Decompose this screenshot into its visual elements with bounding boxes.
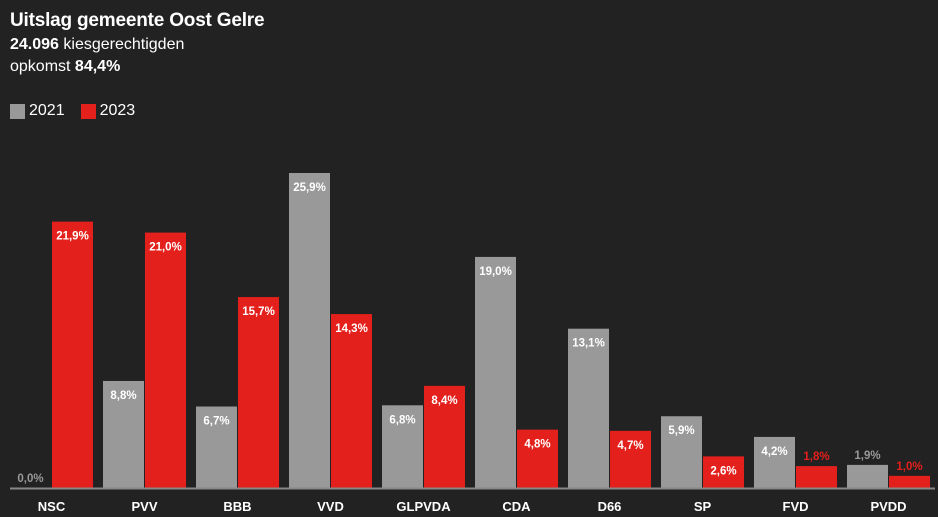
bar-2023-glpvda	[424, 385, 465, 488]
bar-2023-nsc	[52, 221, 93, 488]
category-label-sp: SP	[694, 499, 712, 514]
bar-2021-glpvda	[382, 405, 423, 488]
voters-value: 24.096	[10, 36, 59, 53]
bar-2021-cda	[475, 256, 516, 488]
bar-group-sp: 5,9% 2,6% SP	[661, 416, 744, 514]
category-label-bbb: BBB	[223, 499, 251, 514]
turnout-label: opkomst	[10, 58, 71, 75]
bar-2023-pvdd	[889, 475, 930, 488]
bar-2023-pvv	[145, 232, 186, 488]
data-label-2023-pvdd: 1,0%	[896, 461, 922, 473]
bar-2021-sp	[661, 416, 702, 488]
data-label-2021-glpvda: 6,8%	[389, 414, 415, 426]
bar-group-cda: 19,0% 4,8% CDA	[475, 256, 558, 514]
category-label-pvv: PVV	[131, 499, 157, 514]
legend-item-2021: 2021	[10, 102, 65, 120]
bar-2021-pvdd	[847, 464, 888, 488]
data-label-2023-vvd: 14,3%	[335, 323, 368, 335]
bar-2021-pvv	[103, 380, 144, 488]
turnout-value: 84,4%	[74, 58, 121, 75]
turnout-line: opkomst 84,4%	[10, 56, 264, 78]
bar-group-fvd: 4,2% 1,8% FVD	[754, 436, 837, 514]
bar-group-vvd: 25,9% 14,3% VVD	[289, 173, 372, 514]
bar-2023-bbb	[238, 297, 279, 488]
data-label-2021-fvd: 4,2%	[761, 446, 787, 458]
category-label-d66: D66	[598, 499, 622, 514]
bar-2023-vvd	[331, 314, 372, 488]
data-label-2023-sp: 2,6%	[710, 465, 736, 477]
data-label-2021-cda: 19,0%	[479, 266, 512, 278]
category-label-pvdd: PVDD	[870, 499, 906, 514]
bar-2023-fvd	[796, 466, 837, 488]
bar-group-nsc: 0,0% 21,9% NSC	[17, 221, 93, 514]
voters-label: kiesgerechtigden	[63, 36, 185, 53]
category-label-glpvda: GLPVDA	[396, 499, 451, 514]
data-label-2023-nsc: 21,9%	[56, 231, 89, 243]
data-label-2023-cda: 4,8%	[524, 439, 550, 451]
bar-group-glpvda: 6,8% 8,4% GLPVDA	[382, 385, 465, 514]
bar-2021-fvd	[754, 436, 795, 488]
chart-legend: 2021 2023	[10, 102, 151, 120]
category-label-nsc: NSC	[38, 499, 66, 514]
legend-swatch-2023	[80, 103, 96, 119]
bar-group-d66: 13,1% 4,7% D66	[568, 328, 651, 514]
bar-2021-vvd	[289, 173, 330, 488]
voters-line: 24.096 kiesgerechtigden	[10, 34, 264, 56]
data-label-2023-d66: 4,7%	[617, 440, 643, 452]
category-label-fvd: FVD	[783, 499, 809, 514]
legend-label-2021: 2021	[29, 102, 65, 119]
bar-group-pvdd: 1,9% 1,0% PVDD	[847, 450, 930, 514]
data-label-2021-pvdd: 1,9%	[854, 450, 880, 462]
bar-2023-d66	[610, 430, 651, 488]
bar-group-pvv: 8,8% 21,0% PVV	[103, 232, 186, 514]
data-label-2021-nsc: 0,0%	[17, 473, 43, 485]
bar-2023-sp	[703, 456, 744, 488]
bar-2023-cda	[517, 429, 558, 488]
chart-header: Uitslag gemeente Oost Gelre 24.096 kiesg…	[10, 8, 265, 78]
data-label-2021-pvv: 8,8%	[110, 390, 136, 402]
chart-title: Uitslag gemeente Oost Gelre	[10, 10, 265, 31]
legend-item-2023: 2023	[80, 102, 136, 120]
data-label-2021-bbb: 6,7%	[203, 416, 229, 428]
data-label-2021-sp: 5,9%	[668, 425, 694, 437]
data-label-2023-glpvda: 8,4%	[431, 395, 457, 407]
bar-group-bbb: 6,7% 15,7% BBB	[196, 297, 279, 514]
bar-2021-d66	[568, 328, 609, 488]
data-label-2021-d66: 13,1%	[572, 338, 605, 350]
data-label-2021-vvd: 25,9%	[293, 182, 326, 194]
legend-label-2023: 2023	[99, 102, 136, 119]
category-label-cda: CDA	[502, 499, 531, 514]
data-label-2023-bbb: 15,7%	[242, 306, 275, 318]
data-label-2023-fvd: 1,8%	[803, 451, 829, 463]
legend-swatch-2021	[10, 103, 25, 119]
data-label-2023-pvv: 21,0%	[149, 242, 182, 254]
bar-2021-bbb	[196, 406, 237, 488]
category-label-vvd: VVD	[317, 499, 344, 514]
